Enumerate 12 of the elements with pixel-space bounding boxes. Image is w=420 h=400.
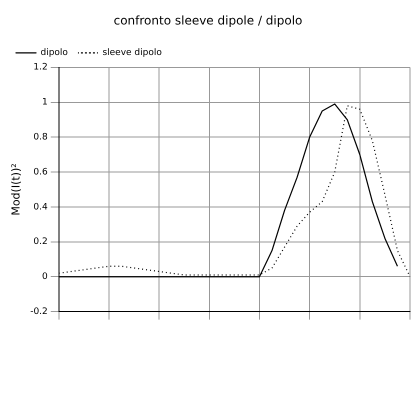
y-tick-label: 0.2 [33, 237, 48, 248]
y-tick-label: 0.8 [33, 132, 48, 143]
y-tick-label: 1 [42, 98, 48, 108]
y-axis-title: Mod(I(t))² [9, 163, 22, 216]
legend-label: dipolo [40, 48, 68, 58]
y-tick-label: 0 [42, 272, 48, 282]
chart-title: confronto sleeve dipole / dipolo [114, 13, 302, 28]
y-tick-label: 1.2 [33, 62, 48, 73]
legend-label: sleeve dipolo [102, 48, 162, 58]
y-tick-label: 0.4 [33, 202, 48, 212]
y-tick-label: 0.6 [33, 167, 48, 178]
y-tick-label: -0.2 [30, 306, 48, 317]
